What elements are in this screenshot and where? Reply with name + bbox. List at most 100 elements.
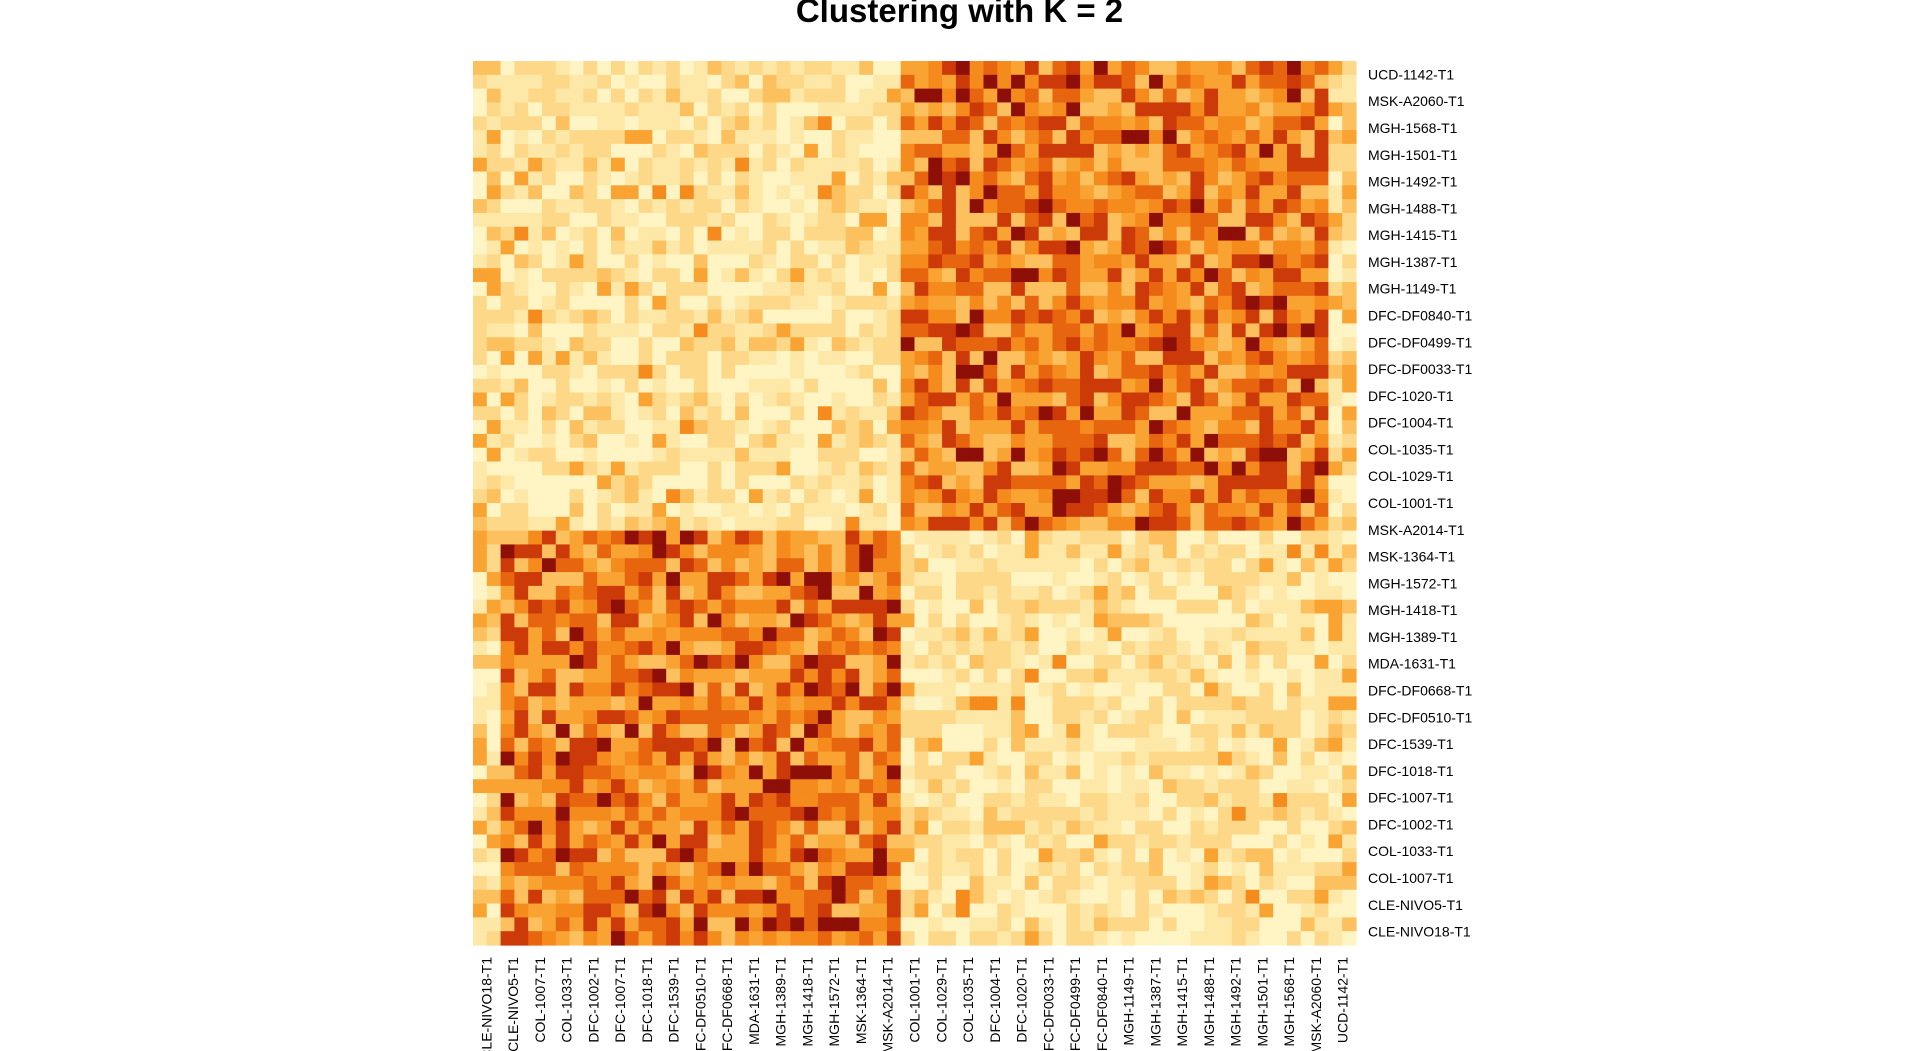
heatmap-cell — [873, 917, 888, 932]
heatmap-cell — [1052, 516, 1067, 532]
heatmap-cell — [914, 627, 929, 642]
heatmap-cell — [983, 337, 998, 352]
heatmap-cell — [955, 295, 971, 311]
heatmap-cell — [886, 710, 902, 725]
heatmap-cell — [748, 351, 764, 366]
heatmap-cell — [1024, 351, 1040, 366]
heatmap-cell — [1024, 889, 1040, 905]
heatmap-cell — [762, 558, 778, 573]
heatmap-cell — [1300, 185, 1316, 200]
heatmap-cell — [666, 737, 681, 753]
heatmap-cell — [983, 378, 998, 394]
heatmap-cell — [652, 489, 667, 504]
heatmap-cell — [610, 682, 626, 697]
row-label: DFC-DF0840-T1 — [1368, 307, 1472, 323]
heatmap-cell — [1121, 668, 1136, 684]
heatmap-cell — [473, 171, 488, 186]
heatmap-cell — [748, 820, 764, 836]
heatmap-cell — [955, 765, 971, 780]
heatmap-cell — [583, 724, 598, 739]
heatmap-cell — [955, 917, 971, 932]
heatmap-cell — [528, 88, 543, 104]
heatmap-cell — [555, 503, 571, 518]
heatmap-cell — [928, 516, 943, 532]
heatmap-cell — [666, 806, 681, 822]
heatmap-cell — [624, 862, 640, 877]
heatmap-cell — [541, 337, 557, 352]
heatmap-cell — [610, 710, 626, 725]
heatmap-cell — [983, 724, 998, 739]
heatmap-cell — [1024, 295, 1040, 311]
heatmap-cell — [1080, 710, 1095, 725]
heatmap-cell — [1135, 724, 1150, 739]
heatmap-cell — [1204, 585, 1219, 601]
heatmap-cell — [610, 212, 626, 228]
heatmap-cell — [1259, 406, 1274, 421]
heatmap-cell — [1176, 848, 1192, 863]
heatmap-cell — [1038, 351, 1054, 366]
heatmap-cell — [1273, 737, 1288, 753]
heatmap-cell — [1093, 737, 1109, 753]
heatmap-cell — [1162, 392, 1178, 407]
heatmap-cell — [831, 848, 847, 863]
heatmap-cell — [1011, 143, 1026, 159]
heatmap-cell — [873, 613, 888, 628]
heatmap-cell — [859, 530, 874, 546]
heatmap-cell — [679, 862, 695, 877]
heatmap-cell — [1093, 461, 1109, 476]
heatmap-cell — [610, 74, 626, 90]
heatmap-cell — [1176, 751, 1192, 767]
heatmap-cell — [528, 889, 543, 905]
heatmap-cell — [1342, 157, 1357, 173]
heatmap-cell — [886, 116, 902, 131]
heatmap-cell — [873, 806, 888, 822]
heatmap-cell — [666, 364, 681, 380]
heatmap-cell — [873, 171, 888, 186]
heatmap-cell — [1121, 268, 1136, 283]
heatmap-cell — [928, 433, 943, 449]
heatmap-cell — [486, 737, 502, 753]
heatmap-cell — [707, 682, 722, 697]
heatmap-cell — [1287, 820, 1302, 836]
heatmap-cell — [721, 392, 736, 407]
heatmap-cell — [500, 544, 515, 559]
heatmap-cell — [707, 696, 722, 711]
heatmap-cell — [1273, 420, 1288, 435]
heatmap-cell — [514, 793, 529, 808]
heatmap-cell — [997, 433, 1012, 449]
heatmap-cell — [1287, 240, 1302, 255]
heatmap-cell — [1314, 212, 1330, 228]
heatmap-cell — [804, 212, 819, 228]
heatmap-cell — [1218, 254, 1233, 269]
heatmap-cell — [1204, 171, 1219, 186]
heatmap-cell — [1314, 130, 1330, 145]
row-label: DFC-1020-T1 — [1368, 388, 1454, 404]
heatmap-cell — [1024, 696, 1040, 711]
heatmap-cell — [1135, 199, 1150, 214]
column-label: MSK-1364-T1 — [853, 957, 869, 1044]
heatmap-cell — [1314, 74, 1330, 90]
heatmap-cell — [473, 254, 488, 269]
heatmap-cell — [735, 378, 750, 394]
heatmap-cell — [1162, 503, 1178, 518]
heatmap-cell — [528, 516, 543, 532]
heatmap-cell — [666, 406, 681, 421]
heatmap-cell — [610, 613, 626, 628]
heatmap-cell — [1300, 378, 1316, 394]
heatmap-cell — [955, 724, 971, 739]
heatmap-cell — [528, 917, 543, 932]
heatmap-cell — [1011, 724, 1026, 739]
heatmap-cell — [1231, 641, 1247, 656]
heatmap-cell — [555, 157, 571, 173]
heatmap-cell — [1287, 875, 1302, 891]
heatmap-cell — [762, 116, 778, 131]
heatmap-cell — [583, 489, 598, 504]
heatmap-cell — [597, 116, 612, 131]
heatmap-cell — [528, 309, 543, 325]
heatmap-cell — [1121, 737, 1136, 753]
heatmap-cell — [541, 530, 557, 546]
heatmap-cell — [721, 530, 736, 546]
heatmap-cell — [1273, 102, 1288, 117]
heatmap-cell — [583, 682, 598, 697]
heatmap-cell — [873, 61, 888, 76]
